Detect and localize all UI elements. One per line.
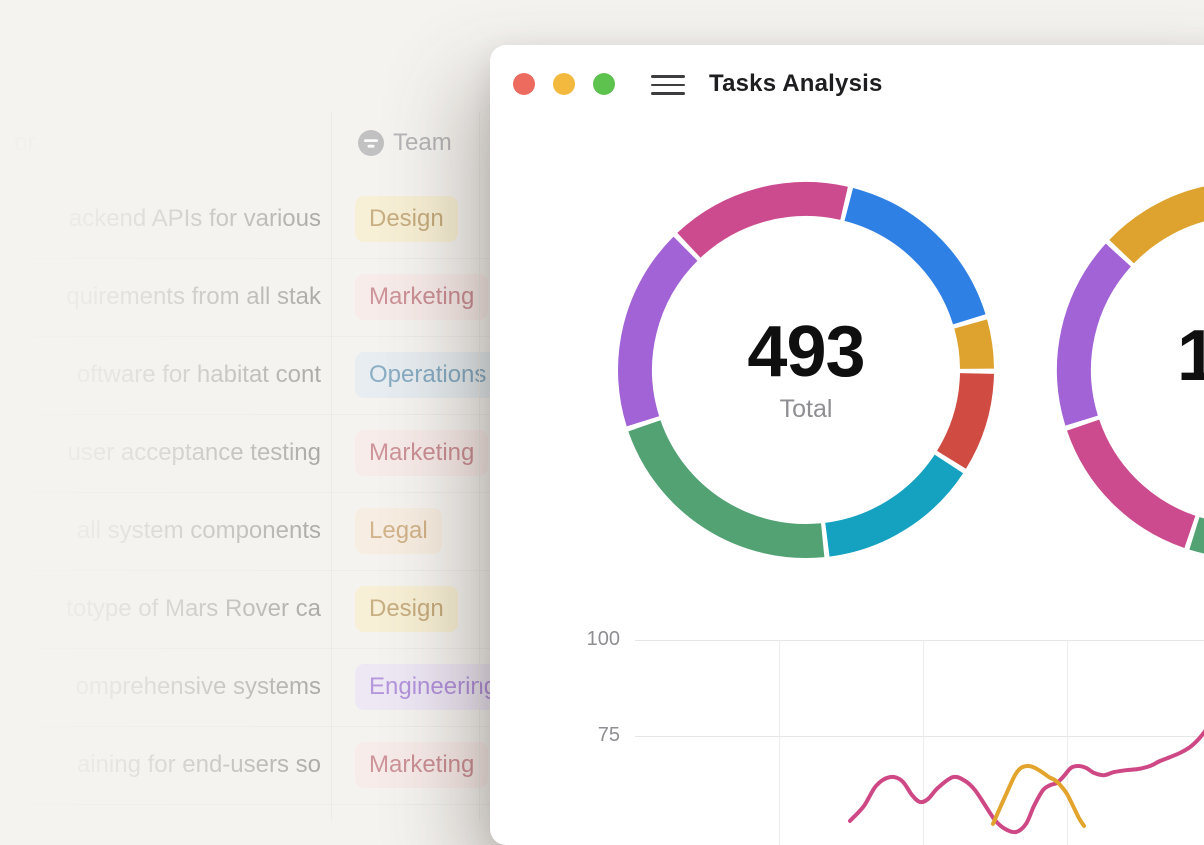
table-row: oftware for habitat cont Operations bbox=[0, 336, 501, 415]
task-text: totype of Mars Rover ca bbox=[66, 595, 321, 622]
table-row: omprehensive systems Engineering bbox=[0, 648, 512, 727]
table-row: totype of Mars Rover ca Design bbox=[0, 570, 490, 649]
column-divider bbox=[479, 112, 480, 820]
team-badge: Marketing bbox=[355, 274, 489, 320]
task-column-header: or bbox=[14, 129, 36, 156]
team-badge: Marketing bbox=[355, 742, 489, 788]
table-row: user acceptance testing Marketing bbox=[0, 414, 490, 493]
team-badge: Marketing bbox=[355, 430, 489, 476]
team-column-label: Team bbox=[393, 129, 452, 156]
table-row: quirements from all stak Marketing bbox=[0, 258, 490, 337]
team-badge: Design bbox=[355, 196, 458, 242]
team-badge: Design bbox=[355, 586, 458, 632]
task-text: user acceptance testing bbox=[67, 439, 322, 466]
pink-series bbox=[848, 729, 1204, 835]
team-badge: Engineering bbox=[355, 664, 512, 710]
task-text: oftware for habitat cont bbox=[76, 361, 321, 388]
table-header-row: or Team bbox=[0, 103, 490, 180]
column-divider bbox=[331, 112, 332, 820]
table-row: all system components Legal bbox=[0, 492, 490, 571]
table-row: aining for end-users so Marketing bbox=[0, 726, 490, 805]
task-text: ackend APIs for various bbox=[68, 205, 321, 232]
task-text: aining for end-users so bbox=[76, 751, 321, 778]
team-badge: Legal bbox=[355, 508, 442, 554]
tasks-analysis-window: Tasks Analysis 493 Total 1 100 75 bbox=[490, 45, 1204, 845]
task-text: quirements from all stak bbox=[66, 283, 321, 310]
filter-circle-icon bbox=[358, 130, 384, 156]
task-text: all system components bbox=[76, 517, 321, 544]
line-chart-svg bbox=[848, 729, 1204, 835]
table-row: ackend APIs for various Design bbox=[0, 180, 490, 259]
team-column-header[interactable]: Team bbox=[358, 129, 452, 157]
task-text: omprehensive systems bbox=[75, 673, 321, 700]
